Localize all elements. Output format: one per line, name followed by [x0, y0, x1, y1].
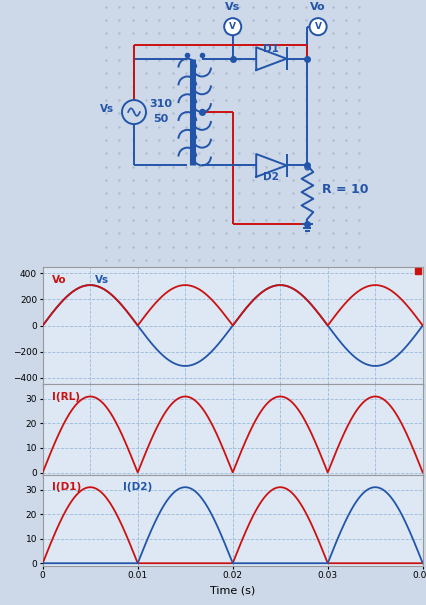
Text: D1: D1 [263, 44, 279, 54]
Circle shape [309, 18, 326, 35]
Text: I(RL): I(RL) [52, 391, 80, 402]
Text: V: V [314, 22, 321, 31]
Text: I(D2): I(D2) [123, 482, 153, 492]
Text: I(D1): I(D1) [52, 482, 81, 492]
X-axis label: Time (s): Time (s) [210, 586, 255, 596]
Text: Vs: Vs [100, 105, 114, 114]
Text: Vo: Vo [52, 275, 67, 285]
Text: Vs: Vs [95, 275, 109, 285]
Text: Vs: Vs [225, 2, 240, 12]
Text: 50: 50 [153, 114, 168, 124]
Circle shape [122, 100, 146, 124]
Circle shape [224, 18, 241, 35]
Text: V: V [229, 22, 236, 31]
Text: R = 10: R = 10 [321, 183, 368, 196]
Text: Vo: Vo [310, 2, 325, 12]
Text: D2: D2 [263, 172, 279, 183]
Text: 310: 310 [149, 99, 172, 109]
